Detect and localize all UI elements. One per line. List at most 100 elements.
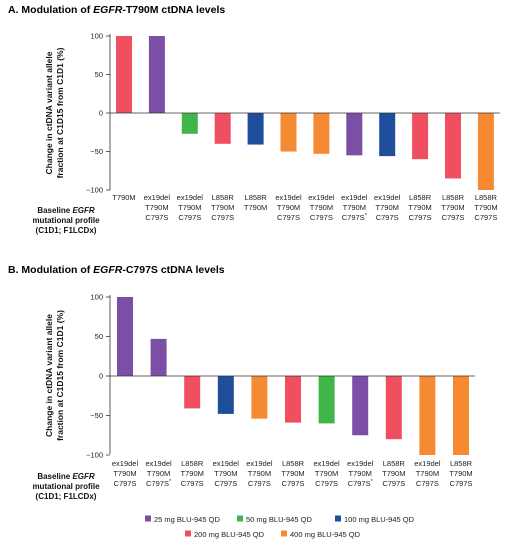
legend-swatch bbox=[237, 515, 243, 522]
panel-a: A. Modulation of EGFR -T790M ctDNA levels… bbox=[8, 4, 500, 235]
legend-label: 100 mg BLU-945 QD bbox=[344, 515, 415, 524]
category-label: ex19del bbox=[374, 193, 401, 202]
y-axis-label-line: fraction at C1D15 from C1D1 (%) bbox=[55, 310, 65, 441]
category-label: L858R bbox=[245, 193, 268, 202]
category-label: C797S bbox=[145, 213, 168, 222]
title-text: Modulation of bbox=[21, 4, 93, 16]
category-text: T790M bbox=[112, 193, 135, 202]
category-label: T790M bbox=[474, 203, 497, 212]
category-text: C797S bbox=[310, 213, 333, 222]
category-label: C797S bbox=[376, 213, 399, 222]
bar bbox=[184, 376, 201, 409]
category-label: C797S bbox=[382, 479, 405, 488]
y-tick-label: 50 bbox=[95, 70, 103, 79]
category-label: C797S bbox=[442, 213, 465, 222]
bar bbox=[313, 113, 330, 154]
category-label: ex19del bbox=[145, 459, 172, 468]
category-text: T790M bbox=[214, 469, 237, 478]
title-text: -T790M ctDNA levels bbox=[122, 4, 225, 16]
category-label: T790M bbox=[211, 203, 234, 212]
category-label: C797S bbox=[282, 479, 305, 488]
category-label: C797S bbox=[409, 213, 432, 222]
category-text: C797S bbox=[178, 213, 201, 222]
category-label: C797S bbox=[474, 213, 497, 222]
baseline-label: mutational profile bbox=[32, 216, 100, 225]
y-axis-label-line: Change in ctDNA variant allele bbox=[44, 51, 54, 174]
category-text: C797S bbox=[376, 213, 399, 222]
category-label: ex19del bbox=[414, 459, 441, 468]
category-text: T790M bbox=[248, 469, 271, 478]
category-text: ex19del bbox=[144, 193, 171, 202]
y-tick-label: 100 bbox=[90, 32, 103, 41]
category-label: T790M bbox=[408, 203, 431, 212]
y-axis-label: Change in ctDNA variant allelefraction a… bbox=[44, 310, 65, 441]
category-label: C797S* bbox=[348, 479, 374, 488]
category-text: C797S bbox=[315, 479, 338, 488]
bar bbox=[346, 113, 363, 156]
category-label: T790M bbox=[178, 203, 201, 212]
y-axis-label: Change in ctDNA variant allelefraction a… bbox=[44, 47, 65, 178]
category-label: T790M bbox=[112, 193, 135, 202]
bar bbox=[150, 338, 167, 376]
category-text: T790M bbox=[211, 203, 234, 212]
bar bbox=[148, 36, 165, 113]
panel-title: B. Modulation of EGFR-C797S ctDNA levels bbox=[8, 264, 225, 276]
category-label: T790M bbox=[214, 469, 237, 478]
category-text: L858R bbox=[212, 193, 235, 202]
category-label: L858R bbox=[282, 459, 305, 468]
category-label: T790M bbox=[248, 469, 271, 478]
category-label: L858R bbox=[383, 459, 406, 468]
category-label: ex19del bbox=[347, 459, 374, 468]
category-text: C797S bbox=[277, 213, 300, 222]
legend-label: 25 mg BLU-945 QD bbox=[154, 515, 220, 524]
category-text: T790M bbox=[145, 203, 168, 212]
category-label: ex19del bbox=[341, 193, 368, 202]
baseline-label: Baseline EGFR bbox=[37, 206, 95, 215]
bar bbox=[251, 376, 268, 419]
bar bbox=[379, 113, 396, 157]
category-text: T790M bbox=[441, 203, 464, 212]
bar bbox=[385, 376, 402, 440]
baseline-label-gene: EGFR bbox=[72, 206, 94, 215]
category-text: ex19del bbox=[414, 459, 441, 468]
category-label: T790M bbox=[244, 203, 267, 212]
category-text: C797S bbox=[211, 213, 234, 222]
category-label: L858R bbox=[475, 193, 498, 202]
category-text: L858R bbox=[181, 459, 204, 468]
category-label: ex19del bbox=[275, 193, 302, 202]
category-text: C797S bbox=[214, 479, 237, 488]
category-text: ex19del bbox=[246, 459, 273, 468]
bar bbox=[419, 376, 436, 455]
panel-label: A. bbox=[8, 4, 21, 16]
category-text: C797S bbox=[145, 213, 168, 222]
category-label: C797S bbox=[416, 479, 439, 488]
legend-label: 200 mg BLU-945 QD bbox=[194, 530, 265, 539]
category-text: T790M bbox=[277, 203, 300, 212]
category-label: ex19del bbox=[177, 193, 204, 202]
legend-swatch bbox=[281, 530, 287, 537]
category-text: T790M bbox=[178, 203, 201, 212]
baseline-label: Baseline EGFR bbox=[37, 472, 95, 481]
bar bbox=[117, 297, 133, 376]
category-label: C797S bbox=[310, 213, 333, 222]
category-text: ex19del bbox=[177, 193, 204, 202]
footnote-mark: * bbox=[365, 213, 368, 219]
category-label: T790M bbox=[441, 203, 464, 212]
baseline-label-text: Baseline bbox=[37, 472, 72, 481]
category-text: C797S bbox=[474, 213, 497, 222]
bar bbox=[477, 113, 494, 190]
category-label: T790M bbox=[113, 469, 136, 478]
category-label: ex19del bbox=[112, 459, 139, 468]
bar bbox=[214, 113, 231, 144]
category-text: T790M bbox=[147, 469, 170, 478]
y-axis-label-line: fraction at C1D15 from C1D1 (%) bbox=[55, 47, 65, 178]
category-text: C797S bbox=[282, 479, 305, 488]
category-label: ex19del bbox=[313, 459, 340, 468]
category-label: C797S bbox=[178, 213, 201, 222]
category-text: C797S bbox=[382, 479, 405, 488]
bar bbox=[217, 376, 234, 414]
legend-swatch bbox=[145, 515, 151, 522]
category-text: L858R bbox=[409, 193, 432, 202]
category-text: T790M bbox=[310, 203, 333, 212]
category-label: C797S bbox=[211, 213, 234, 222]
